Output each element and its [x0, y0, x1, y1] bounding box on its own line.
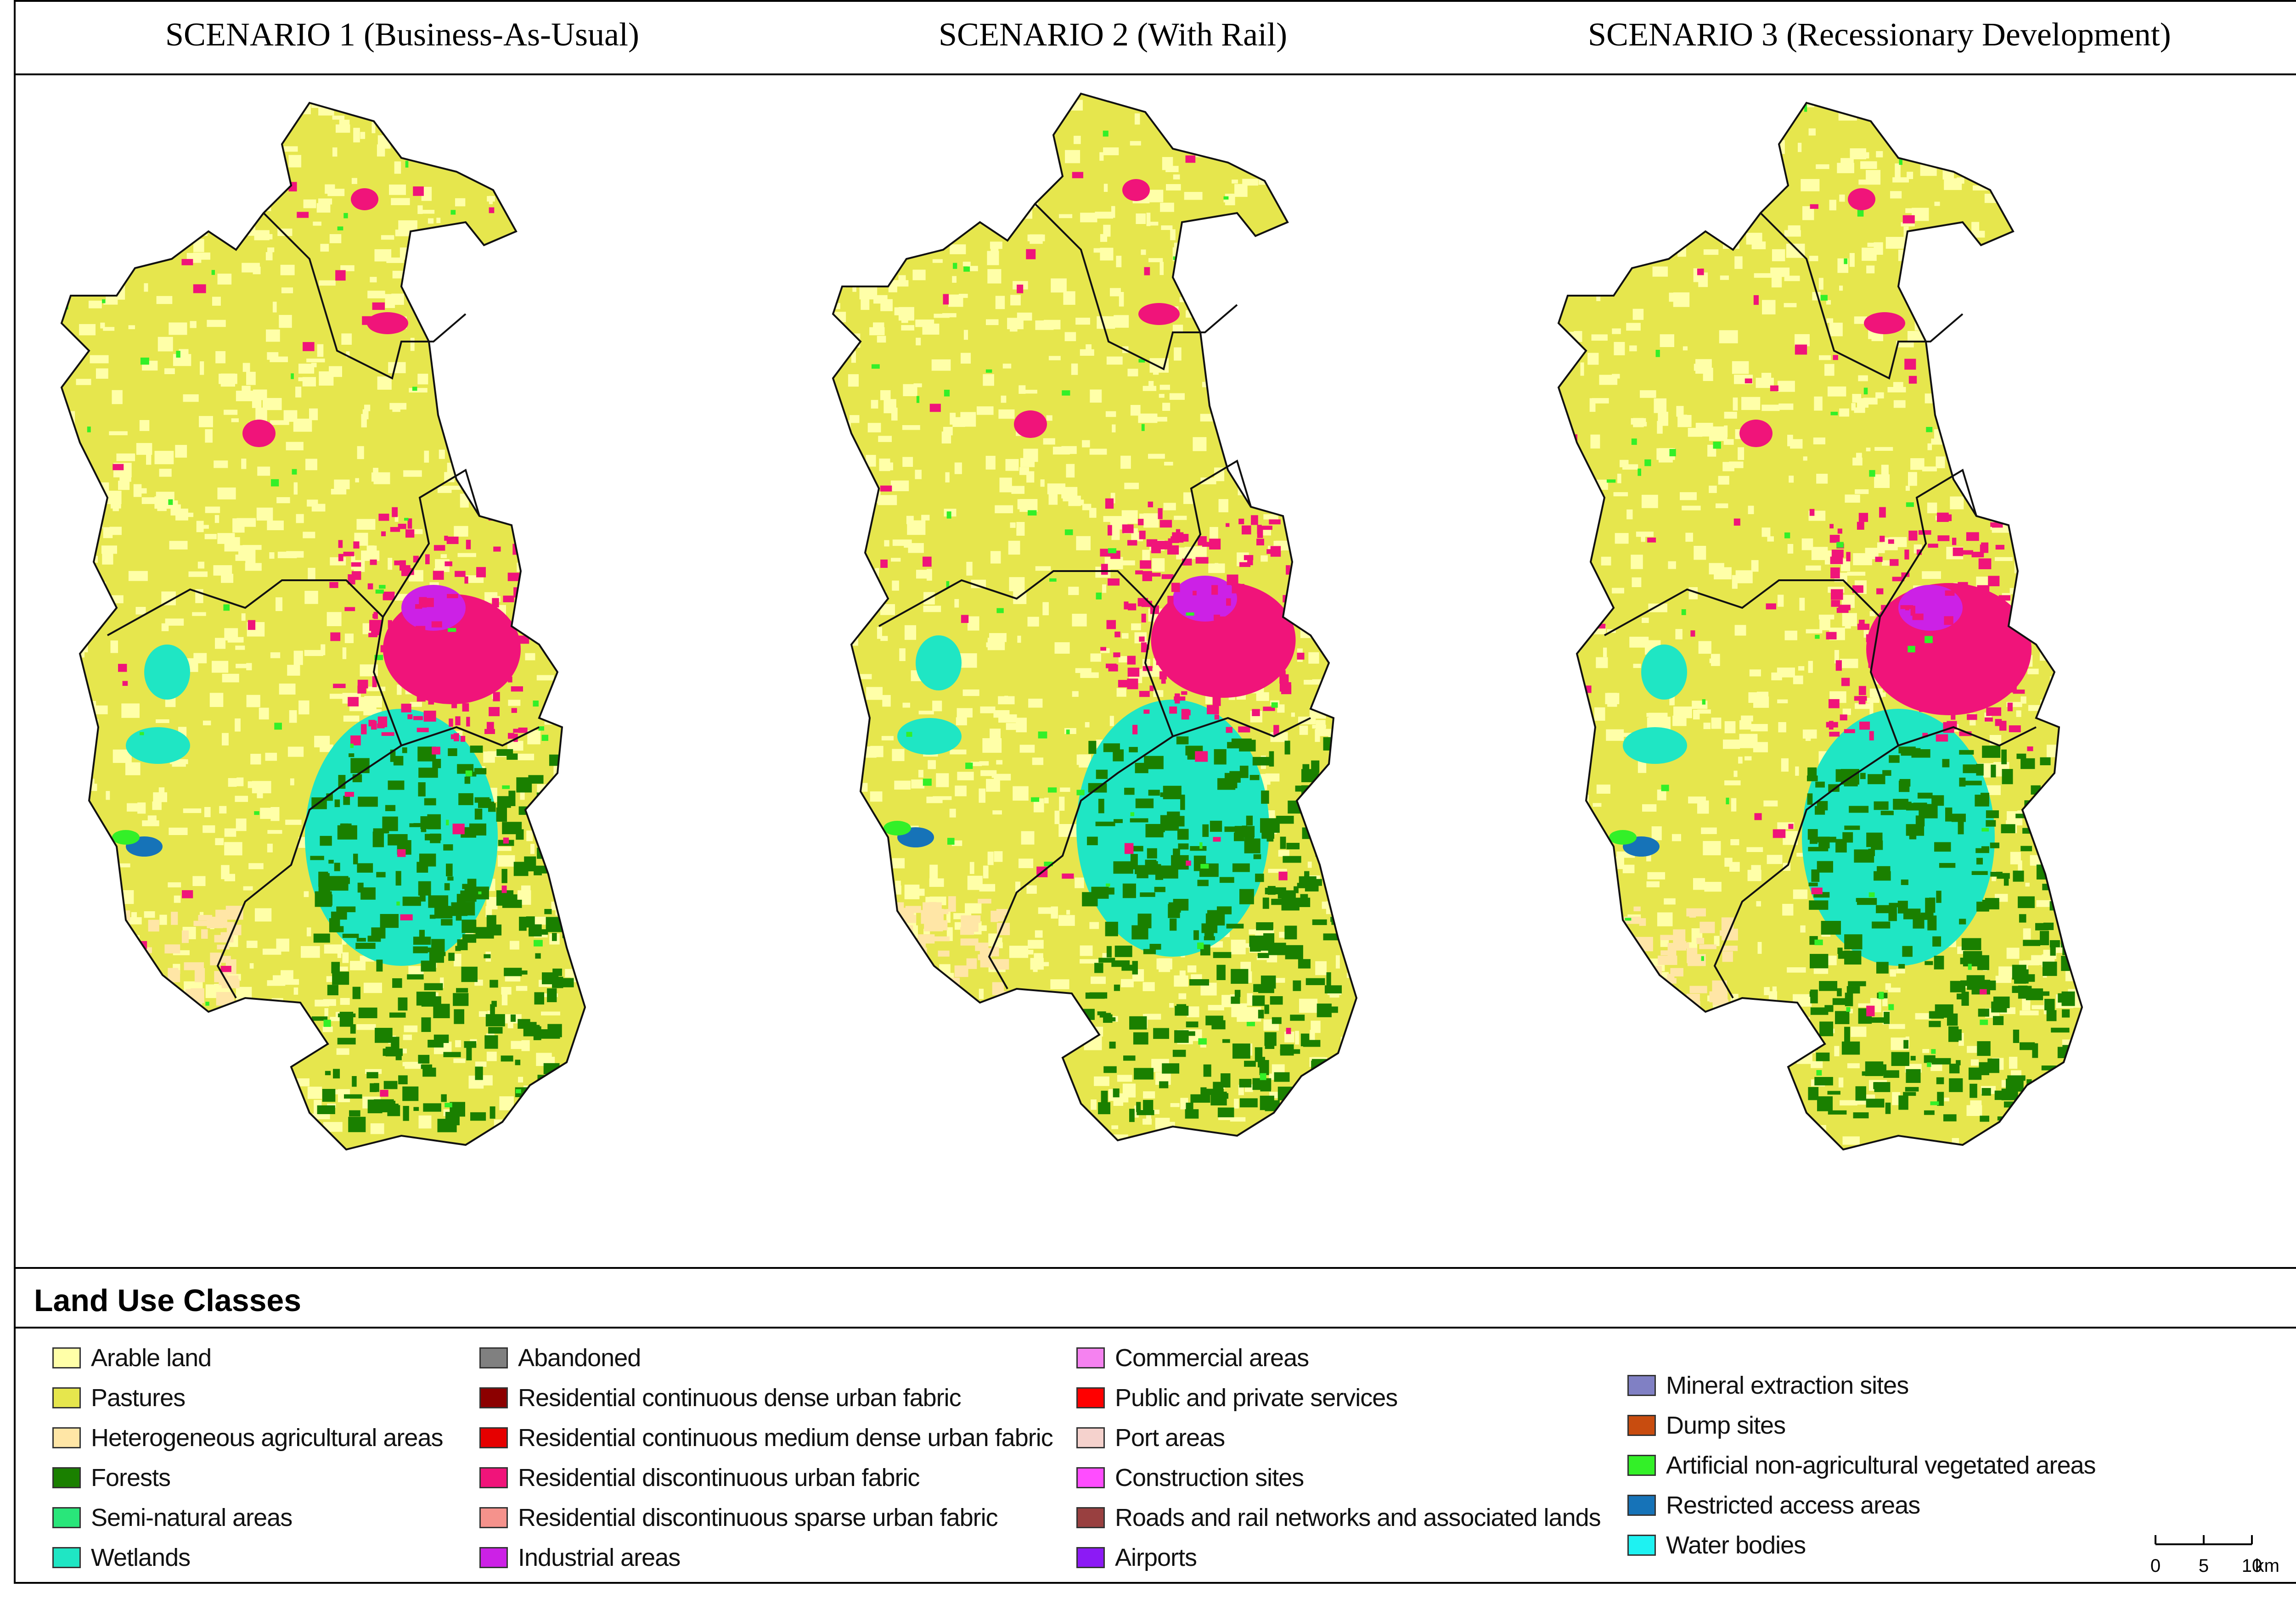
legend-swatch [1076, 1467, 1105, 1488]
legend-item: Forests [52, 1458, 443, 1497]
legend-label: Residential discontinuous sparse urban f… [518, 1503, 998, 1531]
legend-label: Pastures [91, 1384, 186, 1412]
legend-swatch [479, 1347, 508, 1368]
legend-label: Artificial non-agricultural vegetated ar… [1666, 1451, 2096, 1479]
map-panel: N [16, 75, 2296, 1269]
legend-swatch [479, 1427, 508, 1448]
legend-item: Port areas [1076, 1418, 1601, 1458]
scenario-1-title: SCENARIO 1 (Business-As-Usual) [165, 16, 639, 53]
legend-item: Arable land [52, 1338, 443, 1378]
legend-swatch [52, 1467, 81, 1488]
legend-swatch [1076, 1427, 1105, 1448]
scenario-3-map [1557, 101, 2083, 1151]
legend-swatch [1076, 1547, 1105, 1568]
legend-column-1: Arable land Pastures Heterogeneous agricul… [52, 1338, 443, 1577]
legend-item: Industrial areas [479, 1537, 1053, 1577]
figure-frame: SCENARIO 1 (Business-As-Usual) SCENARIO … [14, 0, 2296, 1584]
legend-label: Water bodies [1666, 1531, 1806, 1559]
legend-label: Port areas [1115, 1424, 1225, 1452]
legend-label: Mineral extraction sites [1666, 1371, 1909, 1399]
legend-title-row: Land Use Classes [16, 1269, 2296, 1329]
legend-swatch [1076, 1347, 1105, 1368]
legend-label: Arable land [91, 1344, 212, 1372]
legend-item: Mineral extraction sites [1627, 1365, 2096, 1405]
legend-item: Abandoned [479, 1338, 1053, 1378]
scale-tick-5: 5 [2199, 1556, 2209, 1576]
legend-swatch [52, 1507, 81, 1528]
legend-label: Abandoned [518, 1344, 641, 1372]
legend-swatch [1076, 1507, 1105, 1528]
scale-bar: 0 5 10 km [2150, 1535, 2279, 1576]
legend-item: Roads and rail networks and associated l… [1076, 1497, 1601, 1537]
legend-label: Roads and rail networks and associated l… [1115, 1503, 1601, 1531]
legend-label: Restricted access areas [1666, 1491, 1920, 1519]
legend-label: Heterogeneous agricultural areas [91, 1424, 443, 1452]
legend-column-2: Abandoned Residential continuous dense ur… [479, 1338, 1053, 1577]
legend-swatch [479, 1507, 508, 1528]
legend-label: Construction sites [1115, 1463, 1304, 1491]
legend-item: Semi-natural areas [52, 1497, 443, 1537]
legend-item: Wetlands [52, 1537, 443, 1577]
legend-swatch [1627, 1534, 1656, 1556]
legend: Arable land Pastures Heterogeneous agricul… [16, 1329, 2296, 1584]
legend-item: Construction sites [1076, 1458, 1601, 1497]
legend-label: Industrial areas [518, 1543, 681, 1571]
legend-item: Artificial non-agricultural vegetated ar… [1627, 1445, 2096, 1485]
legend-item: Residential discontinuous sparse urban f… [479, 1497, 1053, 1537]
scenario-2-map [832, 92, 1358, 1142]
legend-column-4: Mineral extraction sites Dump sites Artifi… [1627, 1365, 2096, 1565]
legend-label: Dump sites [1666, 1411, 1786, 1439]
legend-item: Residential continuous dense urban fabri… [479, 1378, 1053, 1418]
scale-unit: km [2255, 1556, 2279, 1576]
legend-swatch [52, 1387, 81, 1408]
scale-tick-0: 0 [2150, 1556, 2161, 1576]
legend-swatch [1627, 1494, 1656, 1516]
legend-label: Commercial areas [1115, 1344, 1309, 1372]
legend-label: Public and private services [1115, 1384, 1398, 1412]
legend-swatch [479, 1467, 508, 1488]
legend-item: Residential discontinuous urban fabric [479, 1458, 1053, 1497]
legend-swatch [52, 1547, 81, 1568]
legend-label: Wetlands [91, 1543, 191, 1571]
legend-item: Restricted access areas [1627, 1485, 2096, 1525]
legend-item: Airports [1076, 1537, 1601, 1577]
legend-item: Public and private services [1076, 1378, 1601, 1418]
legend-swatch [1627, 1414, 1656, 1436]
legend-item: Water bodies [1627, 1525, 2096, 1565]
legend-item: Commercial areas [1076, 1338, 1601, 1378]
legend-item: Heterogeneous agricultural areas [52, 1418, 443, 1458]
legend-item: Residential continuous medium dense urba… [479, 1418, 1053, 1458]
legend-label: Airports [1115, 1543, 1197, 1571]
scenario-3-title: SCENARIO 3 (Recessionary Development) [1588, 16, 2171, 53]
legend-swatch [1627, 1374, 1656, 1396]
legend-label: Semi-natural areas [91, 1503, 293, 1531]
legend-swatch [52, 1427, 81, 1448]
legend-swatch [479, 1547, 508, 1568]
scale-tick-10: 10 [2242, 1556, 2262, 1576]
legend-swatch [1076, 1387, 1105, 1408]
legend-column-3: Commercial areas Public and private servi… [1076, 1338, 1601, 1577]
legend-swatch [52, 1347, 81, 1368]
legend-label: Residential continuous dense urban fabri… [518, 1384, 962, 1412]
legend-title: Land Use Classes [34, 1283, 302, 1318]
legend-label: Residential discontinuous urban fabric [518, 1463, 920, 1491]
legend-item: Pastures [52, 1378, 443, 1418]
legend-swatch [479, 1387, 508, 1408]
legend-swatch [1627, 1454, 1656, 1476]
legend-item: Dump sites [1627, 1405, 2096, 1445]
legend-label: Residential continuous medium dense urba… [518, 1424, 1053, 1452]
scenario-header-row: SCENARIO 1 (Business-As-Usual) SCENARIO … [16, 2, 2296, 75]
legend-label: Forests [91, 1463, 171, 1491]
scenario-1-map [60, 101, 586, 1151]
scenario-2-title: SCENARIO 2 (With Rail) [939, 16, 1288, 53]
